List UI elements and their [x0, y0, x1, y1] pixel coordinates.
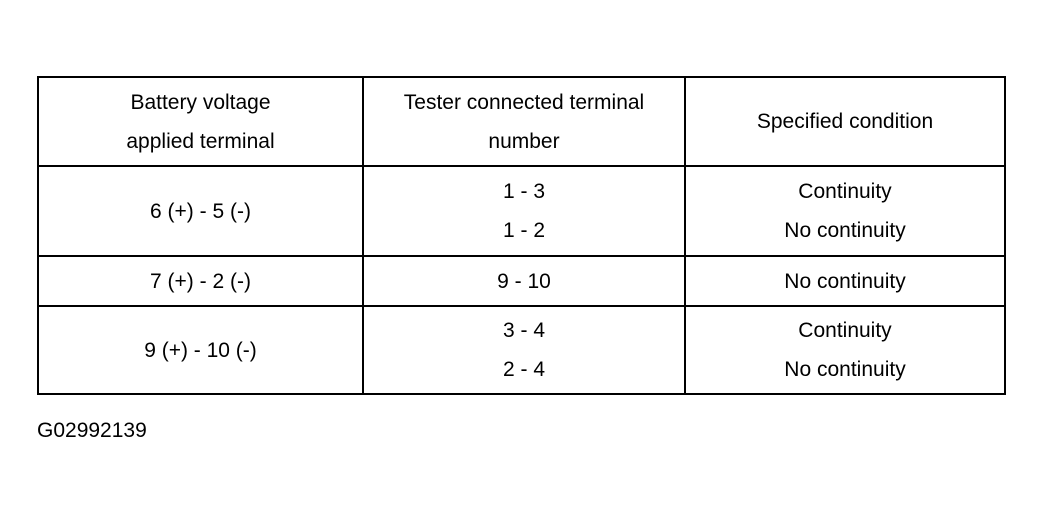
- tester-cell: 9 - 10: [362, 255, 686, 307]
- header-row: Battery voltage applied terminal Tester c…: [37, 76, 1006, 167]
- header-text: Battery voltage: [130, 90, 271, 114]
- condition-cell: Continuity No continuity: [684, 305, 1006, 395]
- applied-cell: 9 (+) - 10 (-): [37, 305, 364, 395]
- header-specified-condition: Specified condition: [684, 76, 1006, 167]
- tester-cell: 3 - 4 2 - 4: [362, 305, 686, 395]
- condition-cell: No continuity: [684, 255, 1006, 307]
- header-tester-terminal: Tester connected terminal number: [362, 76, 686, 167]
- condition-value: No continuity: [784, 269, 906, 293]
- table-row: 7 (+) - 2 (-) 9 - 10 No continuity: [37, 255, 1006, 307]
- figure-code: G02992139: [37, 419, 147, 442]
- tester-value: 2 - 4: [502, 358, 546, 381]
- condition-value: Continuity: [798, 319, 892, 342]
- header-text: number: [488, 129, 560, 153]
- continuity-spec-table: Battery voltage applied terminal Tester c…: [37, 76, 1006, 395]
- condition-cell: Continuity No continuity: [684, 165, 1006, 257]
- tester-value: 3 - 4: [502, 319, 546, 342]
- applied-cell: 7 (+) - 2 (-): [37, 255, 364, 307]
- condition-value: No continuity: [784, 219, 906, 242]
- tester-cell: 1 - 3 1 - 2: [362, 165, 686, 257]
- tester-value: 1 - 3: [502, 180, 546, 203]
- applied-cell: 6 (+) - 5 (-): [37, 165, 364, 257]
- table-row: 9 (+) - 10 (-) 3 - 4 2 - 4 Continuity No c…: [37, 305, 1006, 395]
- condition-value: Continuity: [798, 180, 892, 203]
- tester-value: 1 - 2: [502, 219, 546, 242]
- condition-value: No continuity: [784, 358, 906, 381]
- header-text: Tester connected terminal: [403, 90, 645, 114]
- header-text: applied terminal: [126, 129, 275, 153]
- tester-value: 9 - 10: [497, 269, 551, 293]
- header-text: Specified condition: [756, 110, 934, 133]
- table-row: 6 (+) - 5 (-) 1 - 3 1 - 2 Continuity No co…: [37, 165, 1006, 257]
- header-applied-terminal: Battery voltage applied terminal: [37, 76, 364, 167]
